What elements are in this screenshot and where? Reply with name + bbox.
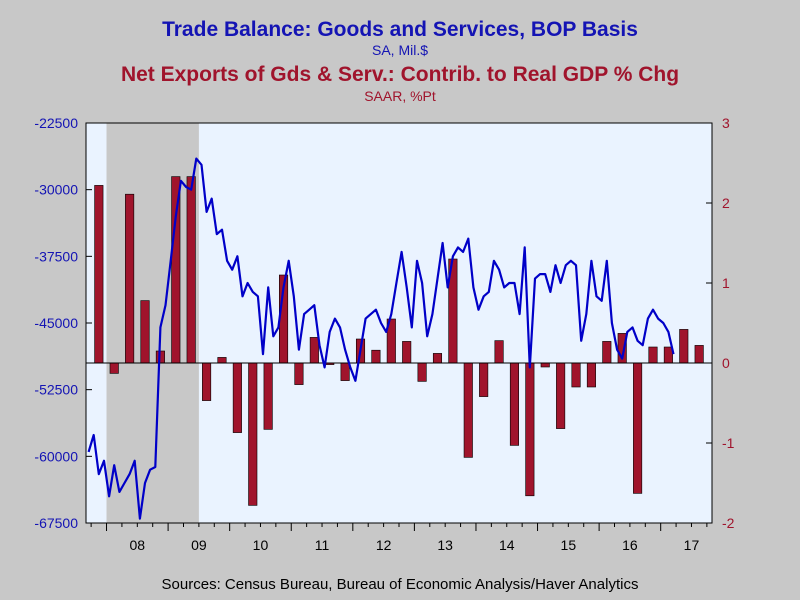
right-tick-label: 1 bbox=[722, 275, 730, 291]
left-tick-label: -22500 bbox=[34, 115, 78, 131]
bar-2011Q2 bbox=[309, 337, 319, 364]
bar-2008Q3 bbox=[140, 300, 150, 364]
left-tick-label: -37500 bbox=[34, 248, 78, 264]
bar-2016Q1 bbox=[602, 341, 612, 364]
bar-2013Q1 bbox=[417, 362, 427, 382]
bar-2009Q2 bbox=[186, 176, 196, 364]
bar-2017Q3 bbox=[694, 345, 704, 364]
x-tick-label: 10 bbox=[253, 537, 269, 553]
left-axis: -22500 -30000 -37500 -45000 -52500 -60000 -675… bbox=[34, 115, 92, 531]
x-tick-label: 16 bbox=[622, 537, 638, 553]
bar-2014Q1 bbox=[479, 362, 489, 397]
x-axis: 08 09 10 11 12 13 14 15 16 17 bbox=[90, 523, 708, 553]
right-tick-label: -2 bbox=[722, 515, 735, 531]
left-tick-label: -60000 bbox=[34, 448, 78, 464]
bar-2015Q3 bbox=[571, 362, 581, 388]
bar-2015Q2 bbox=[556, 362, 566, 429]
bar-2015Q4 bbox=[586, 362, 596, 388]
bar-2014Q4 bbox=[525, 362, 535, 497]
left-tick-label: -30000 bbox=[34, 182, 78, 198]
chart-title: Trade Balance: Goods and Services, BOP B… bbox=[162, 18, 638, 41]
left-tick-label: -52500 bbox=[34, 382, 78, 398]
bar-2015Q1 bbox=[540, 362, 550, 368]
bar-2011Q4 bbox=[340, 362, 350, 381]
bar-2014Q3 bbox=[509, 362, 519, 446]
chart-title-2: Net Exports of Gds & Serv.: Contrib. to … bbox=[120, 63, 680, 86]
x-tick-label: 13 bbox=[437, 537, 453, 553]
bar-2012Q4 bbox=[402, 341, 412, 364]
bar-2010Q1 bbox=[232, 362, 242, 433]
bar-2009Q3 bbox=[202, 362, 212, 401]
bar-2011Q1 bbox=[294, 362, 304, 385]
bar-2016Q3 bbox=[633, 362, 643, 494]
chart-subtitle-2: SAAR, %Pt bbox=[364, 88, 436, 104]
left-tick-label: -45000 bbox=[34, 315, 78, 331]
bar-series bbox=[94, 176, 704, 506]
bar-2012Q2 bbox=[371, 349, 381, 364]
x-tick-label: 17 bbox=[684, 537, 700, 553]
bar-2016Q4 bbox=[648, 346, 658, 364]
bar-2013Q4 bbox=[463, 362, 473, 458]
bar-2009Q1 bbox=[171, 176, 181, 364]
x-tick-label: 11 bbox=[315, 537, 330, 553]
right-tick-label: -1 bbox=[722, 435, 735, 451]
x-tick-label: 15 bbox=[561, 537, 577, 553]
bar-2008Q2 bbox=[125, 193, 135, 364]
bar-2014Q2 bbox=[494, 340, 504, 364]
left-tick-label: -67500 bbox=[34, 515, 78, 531]
bar-2013Q2 bbox=[432, 353, 443, 364]
x-tick-label: 08 bbox=[130, 537, 146, 553]
chart-subtitle: SA, Mil.$ bbox=[371, 42, 428, 58]
right-tick-label: 3 bbox=[722, 115, 730, 131]
x-tick-label: 14 bbox=[499, 537, 515, 553]
x-tick-label: 12 bbox=[376, 537, 392, 553]
recession-shading bbox=[106, 123, 199, 523]
right-tick-label: 2 bbox=[722, 195, 730, 211]
bar-2010Q2 bbox=[248, 362, 258, 506]
bar-2008Q1 bbox=[109, 362, 119, 374]
right-tick-label: 0 bbox=[722, 355, 730, 371]
bar-2009Q4 bbox=[217, 357, 227, 364]
x-tick-label: 09 bbox=[191, 537, 207, 553]
bar-2007Q4 bbox=[94, 185, 104, 364]
source-note: Sources: Census Bureau, Bureau of Econom… bbox=[161, 576, 639, 593]
bar-2010Q3 bbox=[263, 362, 273, 430]
bar-2017Q2 bbox=[679, 329, 689, 364]
trade-balance-line bbox=[87, 157, 675, 520]
